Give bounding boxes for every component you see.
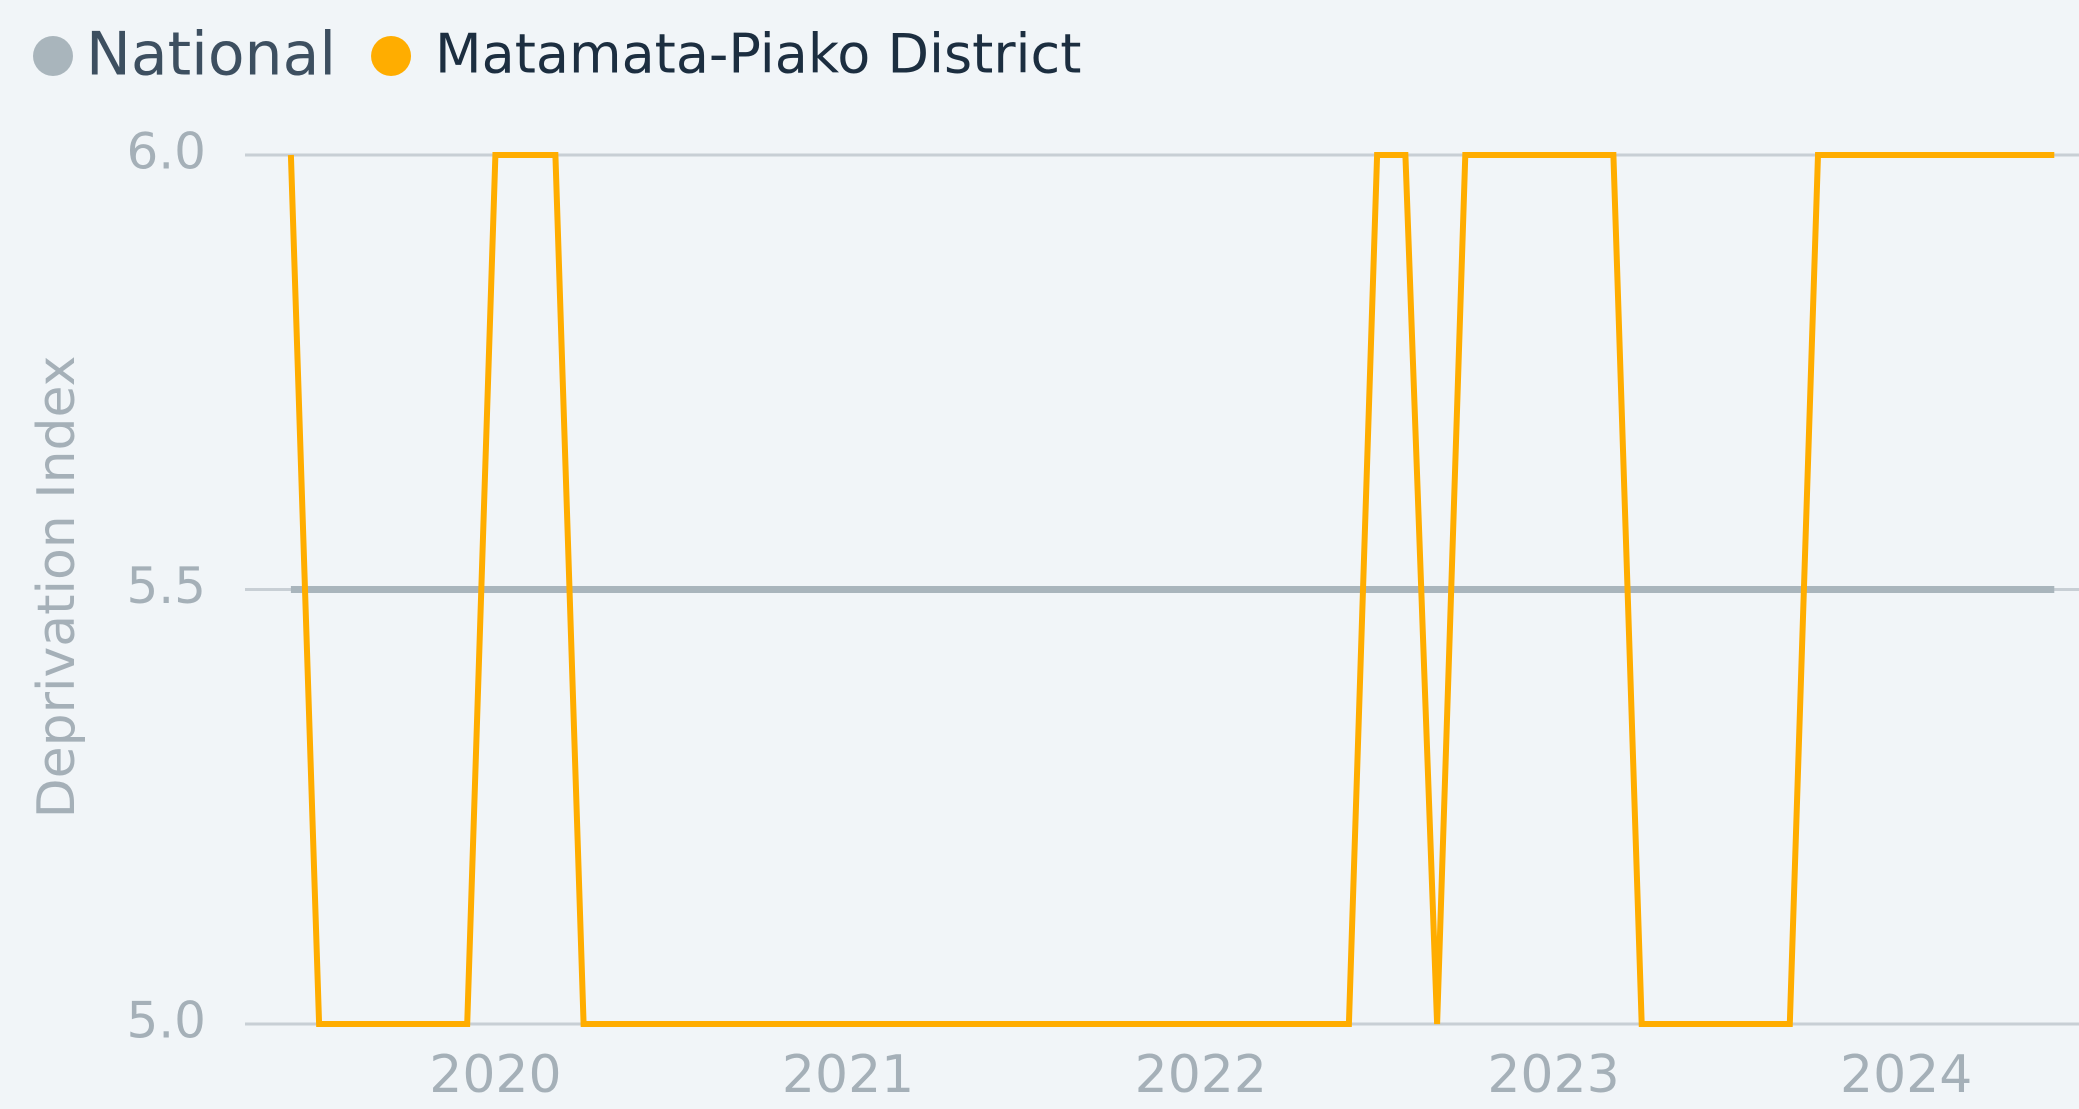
- legend-label: Matamata-Piako District: [435, 23, 1081, 86]
- legend-label: National: [86, 20, 336, 90]
- y-tick-label: 5.0: [126, 992, 206, 1050]
- y-axis-title: Deprivation Index: [27, 356, 87, 819]
- legend-marker: [33, 36, 73, 76]
- x-tick-label: 2024: [1840, 1045, 1972, 1105]
- y-tick-label: 6.0: [126, 123, 206, 181]
- x-tick-label: 2021: [782, 1045, 914, 1105]
- y-tick-label: 5.5: [126, 557, 206, 615]
- x-tick-label: 2022: [1135, 1045, 1267, 1105]
- x-tick-label: 2023: [1487, 1045, 1619, 1105]
- legend-marker: [371, 36, 412, 76]
- series-line: [287, 152, 2055, 1027]
- x-tick-label: 2020: [429, 1045, 561, 1105]
